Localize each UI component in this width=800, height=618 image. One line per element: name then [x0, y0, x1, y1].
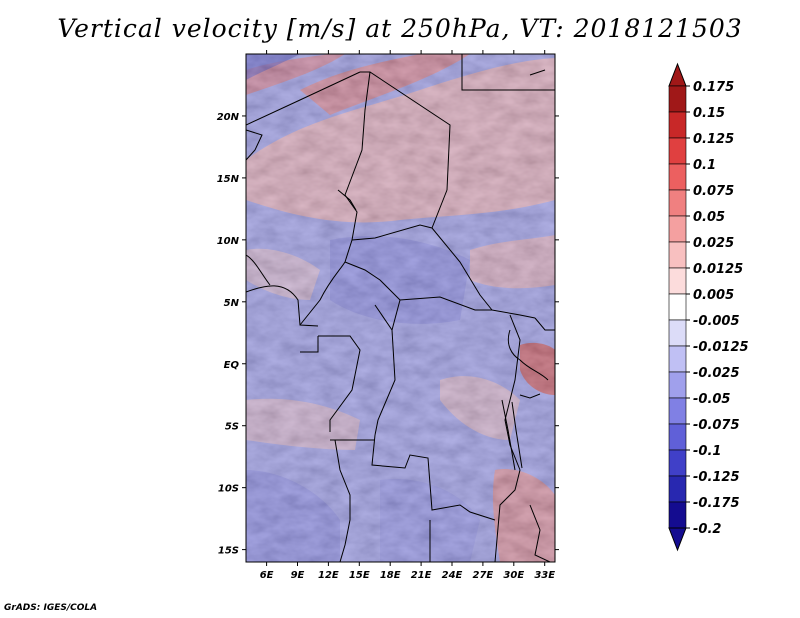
colorbar-label: -0.005: [693, 314, 740, 329]
colorbar-segment: [668, 449, 687, 477]
colorbar-segment: [668, 397, 687, 425]
colorbar-label: -0.2: [693, 522, 721, 537]
colorbar: 0.175 0.15 0.125 0.1 0.075 0.05 0.025 0.0125 0.0…: [668, 62, 749, 552]
colorbar-label: -0.025: [693, 366, 740, 381]
colorbar-label: 0.175: [693, 80, 734, 95]
colorbar-segment: [668, 293, 687, 321]
y-tick-label: 5N: [224, 298, 240, 309]
y-tick-label: 15S: [218, 546, 239, 557]
colorbar-extend-max: [668, 62, 687, 87]
border-line: [337, 189, 357, 211]
colorbar-label: -0.075: [693, 418, 740, 433]
colorbar-segment: [668, 267, 687, 295]
colorbar-segment: [668, 475, 687, 503]
colorbar-label: 0.075: [693, 184, 734, 199]
border-line: [374, 304, 396, 436]
colorbar-segment: [668, 319, 687, 347]
colorbar-label: 0.1: [693, 158, 716, 173]
y-tick-label: 15N: [217, 174, 240, 185]
x-tick-label: 24E: [442, 570, 463, 581]
border-line: [299, 261, 346, 326]
colorbar-segment: [668, 163, 687, 191]
x-tick-label: 12E: [318, 570, 339, 581]
colorbar-label: 0.125: [693, 132, 734, 147]
colorbar-label: 0.005: [693, 288, 734, 303]
colorbar-extend-min: [668, 527, 687, 552]
border-line: [246, 285, 319, 327]
border-line: [431, 189, 493, 311]
colorbar-segment: [668, 501, 687, 529]
border-line: [351, 224, 433, 241]
colorbar-label: -0.125: [693, 470, 740, 485]
plot-frame: [245, 53, 556, 563]
colorbar-segment: [668, 137, 687, 165]
colorbar-segment: [668, 345, 687, 373]
colorbar-label: -0.0125: [693, 340, 749, 355]
velocity-field: [246, 54, 555, 562]
x-tick-label: 18E: [380, 570, 401, 581]
y-tick-label: 10S: [218, 484, 239, 495]
border-line: [461, 54, 555, 91]
border-line: [344, 261, 536, 319]
border-line: [501, 399, 516, 471]
colorbar-label: 0.05: [693, 210, 725, 225]
colorbar-segment: [668, 423, 687, 451]
border-line: [334, 439, 351, 562]
x-tick-label: 15E: [349, 570, 370, 581]
chart-title: Vertical velocity [m/s] at 250hPa, VT: 2…: [57, 14, 743, 43]
border-line: [507, 329, 549, 381]
x-tick-label: 21E: [411, 570, 432, 581]
x-axis: 6E 9E 12E 15E 18E 21E 24E 27E 30E 33E: [260, 50, 555, 581]
y-axis: 20N 15N 10N 5N EQ 5S 10S 15S: [217, 112, 559, 557]
colorbar-label: 0.15: [693, 106, 725, 121]
colorbar-segment: [668, 371, 687, 399]
x-tick-label: 6E: [260, 570, 274, 581]
border-line: [529, 504, 551, 562]
colorbar-label: -0.1: [693, 444, 721, 459]
border-line: [494, 469, 521, 562]
border-line: [511, 401, 523, 469]
colorbar-label: -0.175: [693, 496, 740, 511]
x-tick-label: 30E: [503, 570, 524, 581]
colorbar-label: 0.0125: [693, 262, 743, 277]
x-tick-label: 33E: [534, 570, 555, 581]
border-line: [529, 69, 546, 76]
colorbar-segment: [668, 241, 687, 269]
x-tick-label: 27E: [473, 570, 494, 581]
border-line: [391, 299, 401, 331]
y-tick-label: 20N: [217, 112, 240, 123]
colorbar-segment: [668, 111, 687, 139]
border-line: [371, 434, 496, 521]
colorbar-segment: [668, 189, 687, 217]
border-line: [300, 336, 319, 353]
colorbar-label: -0.05: [693, 392, 730, 407]
y-tick-label: EQ: [224, 360, 240, 371]
colorbar-segment: [668, 215, 687, 243]
border-line: [246, 71, 361, 126]
colorbar-segment: [668, 85, 687, 113]
border-line: [534, 317, 555, 331]
border-line: [318, 335, 361, 432]
colorbar-label: 0.025: [693, 236, 734, 251]
border-line: [519, 393, 541, 399]
border-line: [246, 129, 263, 161]
y-tick-label: 5S: [225, 422, 239, 433]
x-tick-label: 9E: [291, 570, 305, 581]
country-borders: [246, 54, 555, 562]
border-line: [246, 254, 271, 286]
y-tick-label: 10N: [217, 236, 240, 247]
field-texture: [246, 54, 555, 562]
grads-credit: GrADS: IGES/COLA: [4, 603, 98, 613]
border-line: [360, 71, 451, 191]
